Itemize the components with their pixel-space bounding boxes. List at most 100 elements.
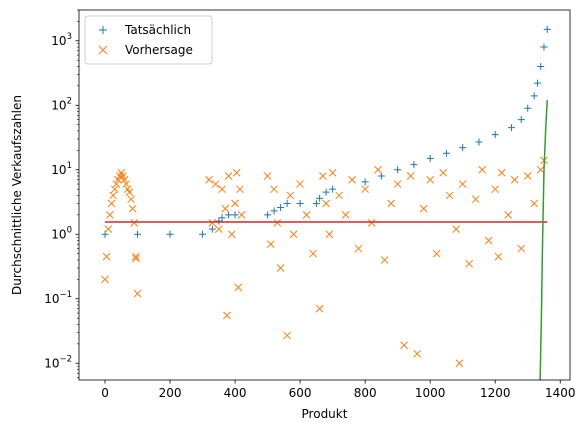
forecast-point-27 — [221, 204, 230, 213]
forecast-point-12 — [120, 175, 129, 184]
legend-label-0: Tatsächlich — [124, 23, 191, 37]
y-tick-label-100: 102 — [51, 96, 72, 112]
forecast-point-78 — [494, 252, 503, 261]
forecast-point-84 — [530, 199, 539, 208]
forecast-point-42 — [286, 191, 295, 200]
forecast-point-50 — [325, 230, 334, 239]
forecast-point-48 — [319, 172, 327, 180]
actual-point-34 — [543, 25, 551, 33]
actual-point-28 — [517, 116, 525, 124]
actual-point-18 — [361, 178, 369, 186]
actual-point-15 — [316, 194, 324, 202]
forecast-point-44 — [296, 180, 304, 188]
forecast-point-59 — [380, 256, 389, 264]
forecast-point-25 — [214, 225, 223, 234]
forecast-point-28 — [223, 311, 231, 320]
plot-frame — [78, 9, 571, 381]
legend-label-1: Vorhersage — [125, 43, 193, 57]
x-tick-label-400: 400 — [224, 386, 247, 400]
x-tick-label-200: 200 — [159, 386, 182, 400]
series-line-3 — [539, 100, 548, 380]
forecast-point-68 — [439, 168, 448, 177]
forecast-point-46 — [309, 249, 317, 258]
forecast-point-81 — [510, 175, 519, 184]
plot-area — [101, 25, 551, 380]
forecast-point-5 — [109, 191, 117, 200]
legend-box — [84, 15, 213, 65]
forecast-point-26 — [218, 185, 226, 194]
forecast-point-61 — [393, 180, 402, 188]
forecast-point-32 — [232, 168, 241, 177]
actual-point-3 — [199, 230, 207, 238]
forecast-point-7 — [112, 180, 121, 188]
actual-point-21 — [410, 161, 418, 169]
actual-point-13 — [296, 199, 304, 207]
axes: 0 200 400 600 800 1000 1200 1400 10−2 10−1 100 101 1… — [44, 9, 576, 400]
forecast-point-15 — [125, 188, 134, 196]
forecast-point-76 — [484, 236, 493, 245]
x-tick-label-800: 800 — [354, 386, 377, 400]
forecast-point-24 — [211, 180, 220, 188]
forecast-point-3 — [106, 210, 114, 219]
actual-point-11 — [277, 203, 285, 211]
x-axis-label: Produkt — [302, 407, 348, 421]
forecast-point-71 — [455, 359, 464, 368]
forecast-point-23 — [208, 219, 217, 227]
forecast-point-36 — [263, 172, 272, 180]
forecast-point-37 — [266, 240, 275, 249]
actual-point-16 — [322, 188, 330, 196]
forecast-point-19 — [132, 252, 140, 261]
forecast-point-55 — [354, 244, 363, 253]
forecast-point-57 — [367, 219, 376, 227]
actual-point-9 — [264, 211, 272, 219]
actual-point-7 — [225, 211, 233, 219]
forecast-point-18 — [130, 219, 139, 227]
forecast-point-66 — [426, 175, 435, 184]
y-tick-label-1000: 103 — [51, 32, 72, 48]
forecast-point-74 — [471, 195, 480, 204]
forecast-point-77 — [491, 185, 500, 194]
actual-point-2 — [166, 230, 174, 238]
forecast-point-73 — [465, 259, 474, 268]
forecast-point-4 — [107, 199, 116, 208]
plot-marks — [101, 25, 551, 380]
actual-point-8 — [231, 211, 239, 219]
legend: Tatsächlich Vorhersage — [84, 15, 213, 65]
forecast-point-41 — [283, 331, 291, 340]
forecast-point-60 — [387, 199, 396, 208]
forecast-point-49 — [322, 199, 330, 208]
forecast-point-52 — [335, 191, 343, 200]
forecast-point-6 — [110, 185, 119, 194]
forecast-point-17 — [128, 204, 137, 213]
actual-point-23 — [442, 149, 450, 157]
actual-point-33 — [540, 43, 548, 51]
x-tick-label-1200: 1200 — [480, 386, 511, 400]
actual-point-22 — [426, 154, 434, 162]
actual-point-27 — [507, 124, 515, 132]
forecast-point-38 — [270, 185, 278, 194]
actual-point-20 — [394, 166, 402, 174]
actual-point-30 — [530, 92, 538, 100]
forecast-point-34 — [236, 185, 244, 194]
forecast-point-62 — [400, 341, 409, 350]
actual-point-12 — [283, 199, 291, 207]
forecast-point-75 — [478, 165, 487, 174]
forecast-point-85 — [536, 165, 545, 174]
actual-point-24 — [459, 144, 467, 152]
forecast-point-39 — [273, 219, 282, 227]
actual-point-5 — [215, 217, 223, 225]
actual-point-25 — [475, 138, 483, 146]
forecast-point-13 — [122, 180, 131, 188]
forecast-point-63 — [406, 172, 415, 180]
forecast-point-70 — [452, 225, 461, 234]
forecast-point-31 — [231, 199, 239, 208]
actual-point-1 — [134, 230, 142, 238]
actual-point-4 — [208, 225, 216, 233]
actual-point-14 — [312, 199, 320, 207]
forecast-point-53 — [341, 210, 350, 219]
actual-point-32 — [537, 62, 545, 70]
legend-marker-0 — [99, 26, 107, 34]
forecast-point-56 — [361, 185, 369, 194]
actual-point-19 — [377, 172, 385, 180]
forecast-point-43 — [289, 230, 298, 239]
